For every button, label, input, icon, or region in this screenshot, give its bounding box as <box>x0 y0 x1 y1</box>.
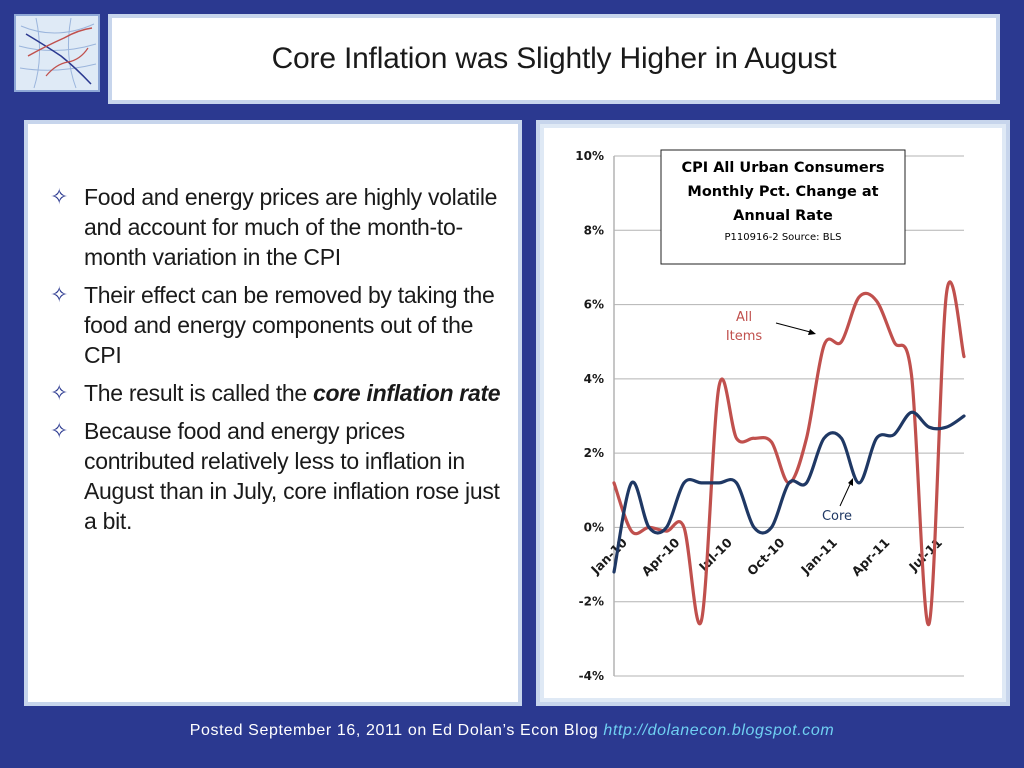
bullet-item: ✧ Because food and energy prices contrib… <box>50 416 510 536</box>
all-items-label: All Items <box>726 310 816 344</box>
core-arrowhead <box>848 478 853 486</box>
bullet-text: Their effect can be removed by taking th… <box>84 282 495 368</box>
bullet-item: ✧ The result is called the core inflatio… <box>50 378 510 408</box>
y-tick-label: 2% <box>584 446 604 460</box>
chart-title-box: CPI All Urban Consumers Monthly Pct. Cha… <box>660 149 906 265</box>
all-items-label-line-1: All <box>736 310 752 325</box>
y-tick-label: 8% <box>584 223 604 237</box>
chart-area: 10% 8% 6% 4% 2% 0% -2% -4% Jan-10 Apr-10 Jul-10 Oc… <box>544 128 1002 698</box>
footer: Posted September 16, 2011 on Ed Dolan’s … <box>0 722 1024 740</box>
globe-map-icon <box>16 16 98 90</box>
series-lines <box>612 280 966 626</box>
chart-panel: 10% 8% 6% 4% 2% 0% -2% -4% Jan-10 Apr-10 Jul-10 Oc… <box>536 120 1010 706</box>
cpi-line-chart: 10% 8% 6% 4% 2% 0% -2% -4% Jan-10 Apr-10 Jul-10 Oc… <box>575 149 966 683</box>
bullet-item: ✧ Food and energy prices are highly vola… <box>50 182 510 272</box>
x-tick-label: Apr-11 <box>848 535 892 579</box>
four-point-star-icon: ✧ <box>50 184 69 209</box>
core-label: Core <box>822 478 853 524</box>
slide-title: Core Inflation was Slightly Higher in Au… <box>271 42 837 75</box>
y-tick-label: -2% <box>579 595 604 609</box>
y-tick-label: 4% <box>584 372 604 386</box>
y-tick-label: 10% <box>575 149 604 163</box>
x-tick-label: Apr-10 <box>638 535 682 579</box>
series-line-all-items <box>612 280 966 626</box>
y-axis-ticks: 10% 8% 6% 4% 2% 0% -2% -4% <box>575 149 604 683</box>
all-items-arrowhead <box>808 329 816 335</box>
chart-title-line-3: Annual Rate <box>733 208 833 224</box>
title-box: Core Inflation was Slightly Higher in Au… <box>108 14 1000 104</box>
chart-source-note: P110916-2 Source: BLS <box>724 232 841 243</box>
text-panel: ✧ Food and energy prices are highly vola… <box>24 120 522 706</box>
footer-text: Posted September 16, 2011 on Ed Dolan’s … <box>189 722 599 739</box>
core-arrow <box>839 479 853 507</box>
all-items-arrow <box>775 322 815 334</box>
y-tick-label: 0% <box>584 520 604 534</box>
all-items-label-line-2: Items <box>726 329 763 344</box>
chart-title-line-1: CPI All Urban Consumers <box>682 160 885 176</box>
x-axis-ticks: Jan-10 Apr-10 Jul-10 Oct-10 Jan-11 Apr-11 Jul-… <box>587 535 945 579</box>
core-label-text: Core <box>822 509 852 524</box>
y-tick-label: -4% <box>579 669 604 683</box>
four-point-star-icon: ✧ <box>50 418 69 443</box>
blog-url-link[interactable]: http://dolanecon.blogspot.com <box>603 722 835 739</box>
x-tick-label: Jul-11 <box>905 535 945 575</box>
x-tick-label: Jan-11 <box>797 535 840 578</box>
chart-title-line-2: Monthly Pct. Change at <box>687 184 878 200</box>
y-tick-label: 6% <box>584 298 604 312</box>
bullet-list: ✧ Food and energy prices are highly vola… <box>50 182 510 544</box>
series-line-core <box>612 410 966 574</box>
x-tick-label: Oct-10 <box>744 535 788 579</box>
four-point-star-icon: ✧ <box>50 282 69 307</box>
four-point-star-icon: ✧ <box>50 380 69 405</box>
bullet-text: Because food and energy prices contribut… <box>84 418 500 534</box>
bullet-emphasis: core inflation rate <box>313 380 501 406</box>
bullet-text: Food and energy prices are highly volati… <box>84 184 498 270</box>
bullet-item: ✧ Their effect can be removed by taking … <box>50 280 510 370</box>
slide-logo <box>14 14 100 92</box>
x-tick-label: Jul-10 <box>695 535 735 575</box>
bullet-text: The result is called the <box>84 380 314 406</box>
x-tick-label: Jan-10 <box>587 535 630 578</box>
